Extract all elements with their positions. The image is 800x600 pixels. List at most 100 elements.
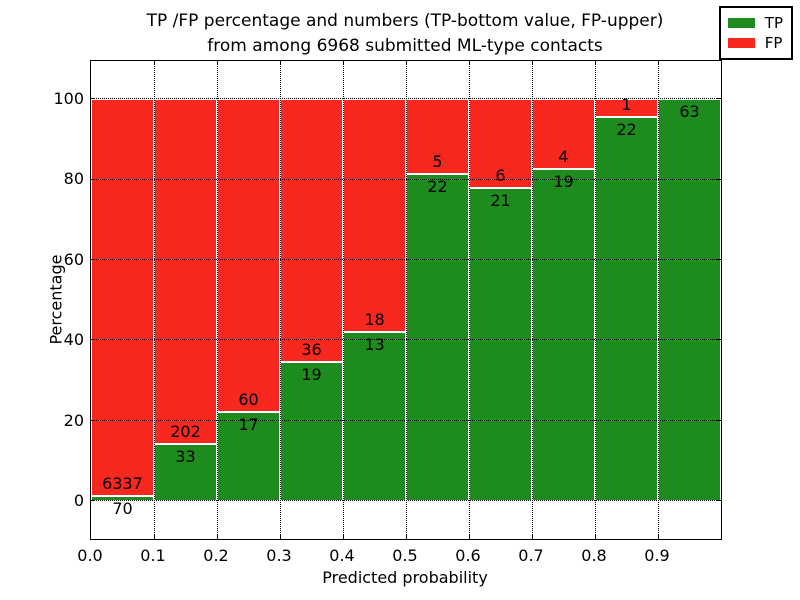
x-tick-mark bbox=[217, 61, 218, 65]
x-tick-label: 0.6 bbox=[455, 546, 481, 565]
y-tick-mark bbox=[91, 419, 95, 421]
fp-count-label: 36 bbox=[301, 340, 322, 360]
x-tick-label: 0.9 bbox=[644, 546, 670, 565]
fp-legend-swatch bbox=[727, 38, 755, 48]
legend-label: TP bbox=[764, 14, 783, 32]
x-tick-mark bbox=[280, 61, 281, 65]
x-tick-mark bbox=[532, 61, 533, 65]
y-tick-mark bbox=[717, 339, 721, 341]
x-tick-label: 0.7 bbox=[518, 546, 544, 565]
bar-segment-fp bbox=[406, 99, 469, 174]
x-tick-mark bbox=[469, 535, 470, 539]
y-tick-mark bbox=[717, 258, 721, 260]
legend-item: TP bbox=[727, 13, 783, 33]
fp-count-label: 4 bbox=[558, 147, 569, 167]
tp-count-label: 17 bbox=[238, 415, 259, 435]
x-tick-label: 0.8 bbox=[581, 546, 607, 565]
bar-segment-fp bbox=[154, 99, 217, 445]
fp-count-label: 1 bbox=[621, 94, 632, 114]
y-tick-mark bbox=[717, 419, 721, 421]
chart-title-line1: TP /FP percentage and numbers (TP-bottom… bbox=[146, 11, 664, 31]
x-tick-mark bbox=[343, 61, 344, 65]
plot-area: 6337 70 202 33 60 17 36 19 18 13 5 22 6 21 4 19 1 22 63 bbox=[90, 60, 722, 540]
fp-count-label: 6337 bbox=[102, 474, 143, 494]
fp-count-label: 6 bbox=[495, 166, 506, 186]
y-tick-mark bbox=[717, 178, 721, 180]
v-gridline bbox=[406, 61, 407, 539]
v-gridline bbox=[217, 61, 218, 539]
x-tick-label: 0.5 bbox=[392, 546, 418, 565]
v-gridline bbox=[532, 61, 533, 539]
x-tick-label: 0.1 bbox=[140, 546, 166, 565]
y-tick-label: 0 bbox=[73, 490, 84, 510]
legend-label: FP bbox=[764, 34, 783, 52]
bar-segment-fp bbox=[532, 99, 595, 170]
x-tick-mark bbox=[532, 535, 533, 539]
fp-count-label: 5 bbox=[432, 151, 443, 171]
x-tick-mark bbox=[280, 535, 281, 539]
x-tick-mark bbox=[154, 61, 155, 65]
x-tick-label: 0.0 bbox=[77, 546, 103, 565]
x-tick-mark bbox=[595, 61, 596, 65]
bar-segment-tp bbox=[658, 99, 721, 501]
bar-segment-tp bbox=[469, 188, 532, 501]
bar-segment-fp bbox=[91, 99, 154, 497]
y-tick-mark bbox=[91, 178, 95, 180]
tp-count-label: 21 bbox=[490, 191, 511, 211]
y-tick-label: 100 bbox=[53, 89, 84, 109]
x-tick-mark bbox=[658, 535, 659, 539]
bar-segment-tp bbox=[532, 169, 595, 501]
x-tick-mark bbox=[343, 535, 344, 539]
y-tick-label: 80 bbox=[63, 169, 84, 189]
y-tick-mark bbox=[91, 499, 95, 501]
x-tick-mark bbox=[658, 61, 659, 65]
legend-item: FP bbox=[727, 33, 783, 53]
y-tick-mark bbox=[91, 258, 95, 260]
x-tick-label: 0.4 bbox=[329, 546, 355, 565]
tp-count-label: 19 bbox=[301, 365, 322, 385]
tp-count-label: 13 bbox=[364, 335, 385, 355]
y-tick-label: 40 bbox=[63, 330, 84, 350]
tp-count-label: 33 bbox=[175, 447, 196, 467]
y-tick-mark bbox=[91, 98, 95, 100]
v-gridline bbox=[343, 61, 344, 539]
v-gridline bbox=[658, 61, 659, 539]
tp-count-label: 19 bbox=[553, 172, 574, 192]
v-gridline bbox=[469, 61, 470, 539]
y-tick-label: 60 bbox=[63, 249, 84, 269]
y-tick-label: 20 bbox=[63, 410, 84, 430]
tp-count-label: 70 bbox=[112, 499, 133, 519]
fp-count-label: 202 bbox=[170, 422, 201, 442]
v-gridline bbox=[280, 61, 281, 539]
fp-count-label: 60 bbox=[238, 390, 259, 410]
y-tick-mark bbox=[717, 499, 721, 501]
x-tick-label: 0.2 bbox=[203, 546, 229, 565]
x-tick-mark bbox=[406, 61, 407, 65]
y-tick-mark bbox=[91, 339, 95, 341]
bar-segment-fp bbox=[343, 99, 406, 333]
chart-title-line2: from among 6968 submitted ML-type contac… bbox=[207, 36, 603, 56]
tp-legend-swatch bbox=[727, 18, 755, 28]
v-gridline bbox=[154, 61, 155, 539]
chart-title: TP /FP percentage and numbers (TP-bottom… bbox=[90, 9, 720, 59]
x-tick-mark bbox=[154, 535, 155, 539]
bar-segment-tp bbox=[343, 332, 406, 501]
tp-count-label: 22 bbox=[616, 119, 637, 139]
x-tick-mark bbox=[406, 535, 407, 539]
bar-segment-tp bbox=[280, 362, 343, 501]
x-tick-mark bbox=[469, 61, 470, 65]
tp-count-label: 22 bbox=[427, 176, 448, 196]
bar-segment-tp bbox=[595, 116, 658, 501]
x-tick-mark bbox=[217, 535, 218, 539]
bar-segment-tp bbox=[406, 173, 469, 501]
fp-count-label: 18 bbox=[364, 310, 385, 330]
tp-count-label: 63 bbox=[679, 102, 700, 122]
y-tick-mark bbox=[717, 98, 721, 100]
legend: TP FP bbox=[718, 6, 793, 60]
x-tick-mark bbox=[595, 535, 596, 539]
bar-segment-fp bbox=[280, 99, 343, 363]
x-tick-label: 0.3 bbox=[266, 546, 292, 565]
bar-segment-fp bbox=[217, 99, 280, 413]
v-gridline bbox=[595, 61, 596, 539]
